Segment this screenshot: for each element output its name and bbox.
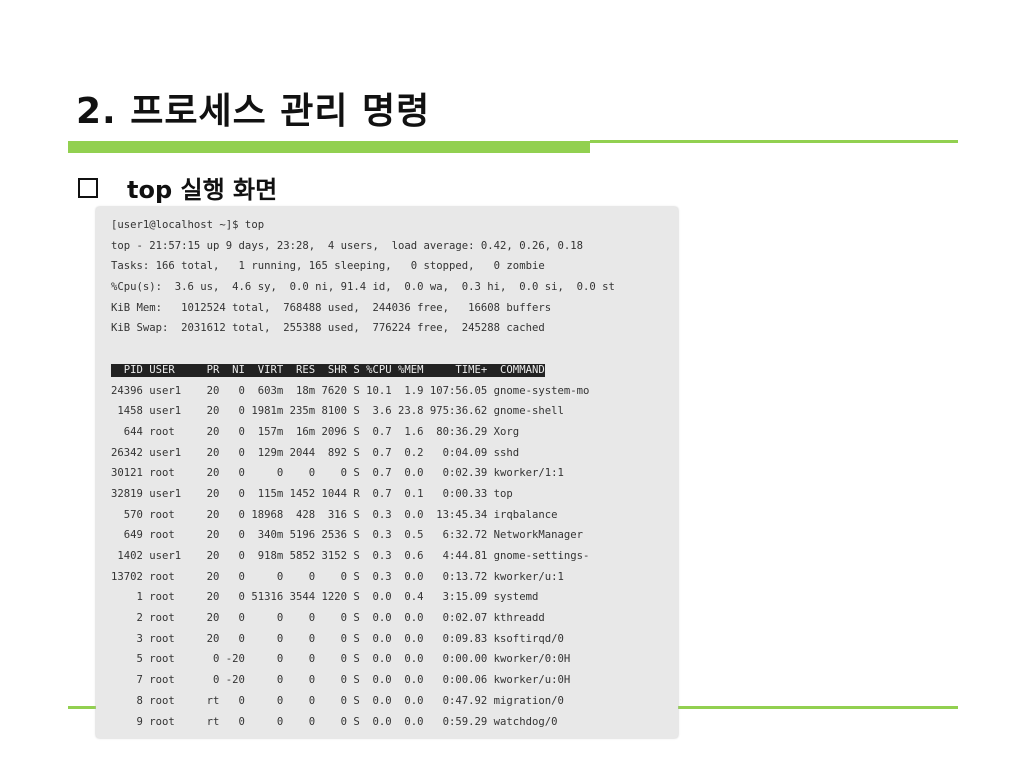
process-row: 649 root 20 0 340m 5196 2536 S 0.3 0.5 6…	[111, 529, 583, 542]
process-row: 32819 user1 20 0 115m 1452 1044 R 0.7 0.…	[111, 487, 513, 500]
terminal-output: [user1@localhost ~]$ top top - 21:57:15 …	[111, 215, 615, 732]
process-table-header: PID USER PR NI VIRT RES SHR S %CPU %MEM …	[111, 363, 545, 377]
title-underline-line	[590, 140, 958, 143]
process-row: 644 root 20 0 157m 16m 2096 S 0.7 1.6 80…	[111, 425, 520, 438]
terminal-line: KiB Swap: 2031612 total, 255388 used, 77…	[111, 322, 545, 335]
process-table: 24396 user1 20 0 603m 18m 7620 S 10.1 1.…	[111, 381, 615, 733]
terminal-line: Tasks: 166 total, 1 running, 165 sleepin…	[111, 260, 545, 273]
process-row: 8 root rt 0 0 0 0 S 0.0 0.0 0:47.92 migr…	[111, 694, 564, 707]
terminal-line: [user1@localhost ~]$ top	[111, 219, 265, 231]
title-underline-bar	[68, 141, 590, 153]
process-row: 5 root 0 -20 0 0 0 S 0.0 0.0 0:00.00 kwo…	[111, 653, 571, 666]
process-row: 570 root 20 0 18968 428 316 S 0.3 0.0 13…	[111, 508, 558, 521]
process-row: 2 root 20 0 0 0 0 S 0.0 0.0 0:02.07 kthr…	[111, 612, 545, 625]
terminal-line: top - 21:57:15 up 9 days, 23:28, 4 users…	[111, 239, 583, 252]
process-row: 1 root 20 0 51316 3544 1220 S 0.0 0.4 3:…	[111, 591, 539, 604]
process-row: 3 root 20 0 0 0 0 S 0.0 0.0 0:09.83 ksof…	[111, 632, 564, 645]
terminal-line	[111, 339, 615, 360]
slide-subtitle: top 실행 화면	[127, 176, 278, 204]
terminal-line: KiB Mem: 1012524 total, 768488 used, 244…	[111, 301, 552, 314]
process-row: 24396 user1 20 0 603m 18m 7620 S 10.1 1.…	[111, 384, 590, 397]
slide-title: 2. 프로세스 관리 명령	[76, 91, 431, 132]
checkbox-bullet-icon	[78, 178, 98, 198]
process-row: 13702 root 20 0 0 0 0 S 0.3 0.0 0:13.72 …	[111, 570, 564, 583]
process-row: 26342 user1 20 0 129m 2044 892 S 0.7 0.2…	[111, 446, 520, 459]
process-row: 1458 user1 20 0 1981m 235m 8100 S 3.6 23…	[111, 405, 564, 418]
process-row: 30121 root 20 0 0 0 0 S 0.7 0.0 0:02.39 …	[111, 467, 564, 480]
terminal-line: %Cpu(s): 3.6 us, 4.6 sy, 0.0 ni, 91.4 id…	[111, 281, 615, 294]
process-row: 9 root rt 0 0 0 0 S 0.0 0.0 0:59.29 watc…	[111, 715, 558, 728]
terminal-screenshot: [user1@localhost ~]$ top top - 21:57:15 …	[96, 207, 678, 738]
process-row: 1402 user1 20 0 918m 5852 3152 S 0.3 0.6…	[111, 550, 590, 562]
process-row: 7 root 0 -20 0 0 0 S 0.0 0.0 0:00.06 kwo…	[111, 674, 571, 687]
